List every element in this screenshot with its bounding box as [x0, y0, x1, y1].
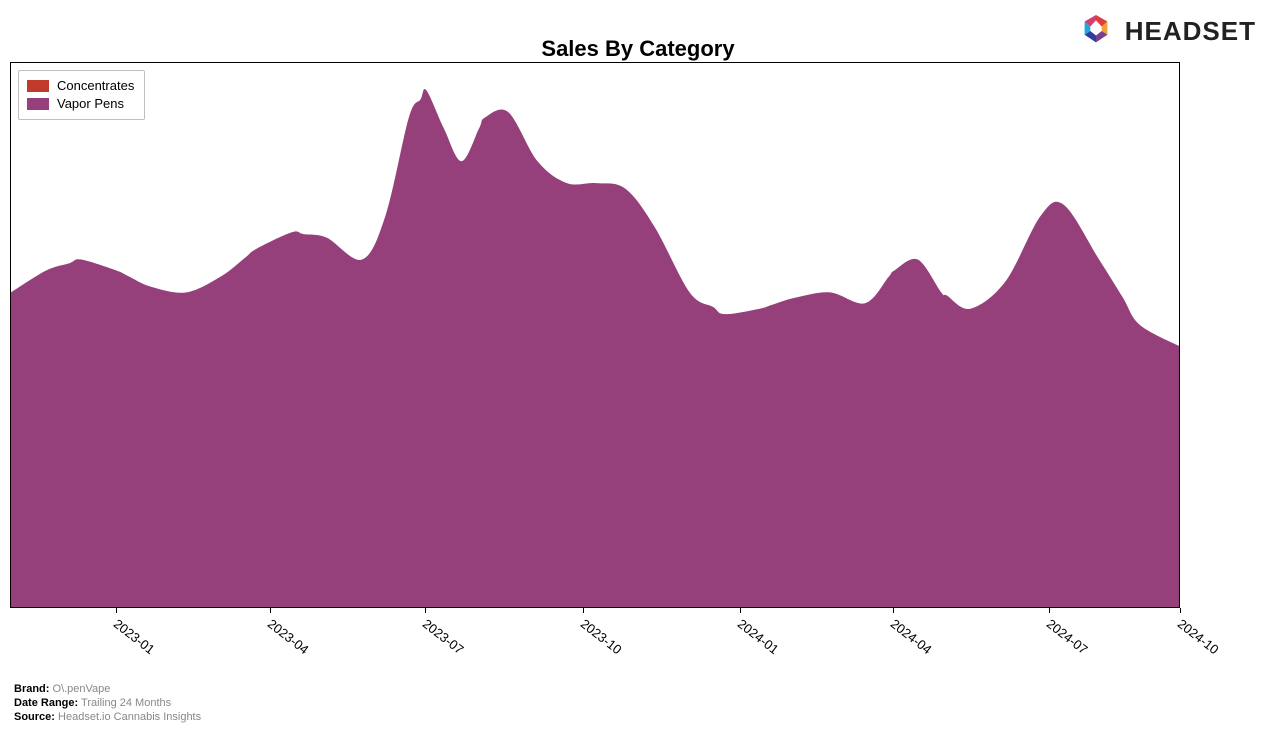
x-tick-mark [583, 608, 584, 613]
meta-brand-row: Brand: O\.penVape [14, 682, 201, 696]
meta-brand-value: O\.penVape [53, 683, 111, 695]
legend-label-concentrates: Concentrates [57, 77, 134, 95]
meta-source-value: Headset.io Cannabis Insights [58, 711, 201, 723]
x-tick-label: 2023-07 [420, 616, 467, 657]
headset-logo-text: HEADSET [1125, 16, 1256, 47]
x-tick-label: 2024-01 [735, 616, 782, 657]
meta-range-row: Date Range: Trailing 24 Months [14, 696, 201, 710]
headset-logo-icon [1077, 12, 1115, 50]
legend-swatch-concentrates [27, 80, 49, 92]
x-tick-mark [116, 608, 117, 613]
area-series-vapor-pens [11, 89, 1180, 608]
plot-area: Concentrates Vapor Pens [10, 62, 1180, 608]
x-tick-label: 2023-10 [578, 616, 625, 657]
x-tick-label: 2024-07 [1044, 616, 1091, 657]
meta-range-value: Trailing 24 Months [81, 697, 171, 709]
x-tick-label: 2024-10 [1175, 616, 1222, 657]
legend-label-vapor-pens: Vapor Pens [57, 95, 124, 113]
legend-item-concentrates: Concentrates [27, 77, 134, 95]
x-tick-mark [425, 608, 426, 613]
chart-title-text: Sales By Category [541, 36, 734, 61]
x-tick-mark [270, 608, 271, 613]
x-tick-mark [1180, 608, 1181, 613]
x-tick-label: 2023-01 [111, 616, 158, 657]
meta-brand-label: Brand: [14, 683, 49, 695]
x-tick-mark [1049, 608, 1050, 613]
meta-source-label: Source: [14, 711, 55, 723]
x-tick-label: 2023-04 [264, 616, 311, 657]
legend-swatch-vapor-pens [27, 98, 49, 110]
meta-source-row: Source: Headset.io Cannabis Insights [14, 710, 201, 724]
x-tick-mark [893, 608, 894, 613]
headset-logo: HEADSET [1077, 12, 1256, 50]
x-tick-label: 2024-04 [888, 616, 935, 657]
x-axis: 2023-01 2023-04 2023-07 2023-10 2024-01 2024-… [10, 608, 1180, 688]
legend: Concentrates Vapor Pens [18, 70, 145, 120]
legend-item-vapor-pens: Vapor Pens [27, 95, 134, 113]
x-tick-mark [740, 608, 741, 613]
chart-meta: Brand: O\.penVape Date Range: Trailing 2… [14, 682, 201, 724]
area-chart-svg [11, 63, 1180, 608]
meta-range-label: Date Range: [14, 697, 78, 709]
